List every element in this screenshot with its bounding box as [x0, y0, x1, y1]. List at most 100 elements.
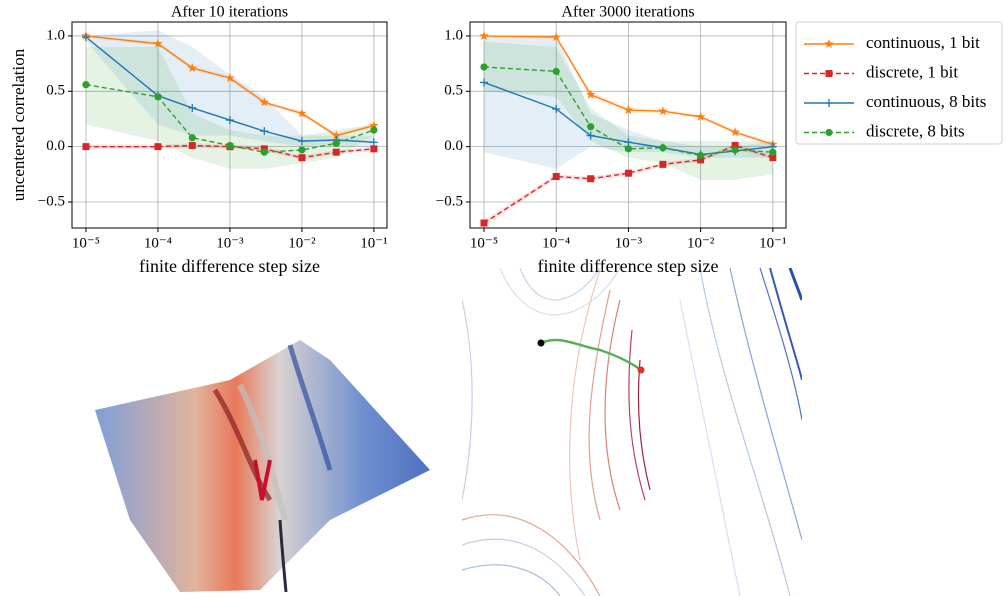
marker	[188, 142, 196, 150]
marker	[188, 134, 196, 142]
y-tick-label: 0.5	[444, 83, 463, 99]
series-line	[85, 35, 375, 137]
x-tick-label: 10⁻²	[288, 235, 316, 251]
y-tick-label: 1.0	[46, 27, 65, 43]
plot-area	[470, 22, 786, 228]
marker	[697, 151, 705, 160]
series-line	[483, 66, 773, 157]
marker	[659, 144, 667, 152]
marker	[480, 63, 488, 71]
marker	[225, 73, 235, 83]
y-tick-label: 0.5	[46, 83, 65, 99]
marker	[587, 175, 595, 183]
chart-title: After 10 iterations	[171, 4, 288, 21]
loss-surface	[95, 340, 430, 593]
confidence-band	[484, 41, 773, 180]
marker	[695, 111, 706, 121]
x-tick-label: 10⁻¹	[360, 235, 387, 251]
y-tick-label: 0.0	[46, 138, 65, 154]
y-tick-label: −0.5	[436, 193, 463, 209]
marker	[552, 173, 560, 181]
marker	[260, 148, 268, 156]
x-axis-label: finite difference step size	[139, 256, 320, 276]
x-tick-label: 10⁻⁵	[470, 235, 498, 251]
marker	[624, 169, 632, 177]
marker	[623, 105, 634, 115]
marker	[586, 131, 595, 140]
marker	[154, 143, 162, 151]
marker	[297, 137, 306, 146]
marker	[370, 145, 378, 153]
marker	[225, 116, 234, 125]
contour-plot	[462, 268, 802, 596]
x-tick-label: 10⁻⁵	[72, 235, 100, 251]
marker	[551, 32, 561, 42]
x-tick-label: 10⁻³	[615, 235, 643, 251]
marker	[731, 142, 739, 150]
marker	[369, 138, 378, 147]
plot-frame	[469, 21, 787, 229]
marker	[332, 148, 340, 156]
confidence-band	[85, 30, 374, 147]
marker	[624, 138, 633, 147]
marker	[81, 33, 90, 42]
x-tick-label: 10⁻⁴	[144, 235, 172, 251]
series-line	[85, 83, 375, 153]
marker	[825, 70, 833, 77]
x-tick-label: 10⁻³	[216, 235, 244, 251]
marker	[587, 123, 595, 131]
marker	[824, 39, 834, 49]
marker	[731, 146, 739, 154]
marker	[769, 154, 777, 162]
marker	[187, 63, 198, 73]
marker	[479, 30, 489, 40]
y-tick-label: 1.0	[444, 27, 463, 43]
marker	[697, 156, 705, 164]
marker	[552, 105, 561, 114]
y-tick-label: 0.0	[444, 138, 463, 154]
marker	[585, 89, 596, 99]
marker	[825, 99, 833, 107]
marker	[369, 120, 379, 130]
legend-label: discrete, 8 bits	[866, 121, 965, 140]
series-line	[483, 35, 774, 146]
series-line	[85, 144, 374, 159]
marker	[298, 146, 306, 154]
marker	[730, 127, 740, 137]
confidence-band	[484, 143, 773, 227]
marker	[298, 154, 306, 162]
marker	[479, 78, 488, 87]
plot-frame	[71, 21, 388, 229]
y-axis-label: uncentered correlation	[9, 48, 28, 201]
x-tick-label: 10⁻¹	[759, 235, 786, 251]
x-tick-label: 10⁻⁴	[542, 235, 570, 251]
marker	[188, 103, 197, 112]
marker	[82, 143, 90, 151]
marker	[259, 97, 270, 107]
marker	[331, 130, 342, 140]
marker	[260, 127, 269, 136]
marker	[659, 160, 667, 168]
marker	[153, 38, 163, 48]
x-tick-label: 10⁻²	[687, 235, 715, 251]
marker	[226, 141, 234, 150]
chart-title: After 3000 iterations	[561, 4, 694, 21]
legend-label: continuous, 1 bit	[866, 33, 980, 52]
marker	[480, 219, 488, 227]
legend-label: discrete, 1 bit	[866, 62, 958, 81]
confidence-band	[484, 35, 773, 147]
x-axis-label: finite difference step size	[537, 256, 718, 276]
series-line	[483, 81, 773, 156]
series-line	[85, 36, 374, 143]
marker	[332, 139, 340, 147]
plot-area	[72, 22, 387, 228]
marker	[769, 148, 777, 156]
y-tick-label: −0.5	[38, 193, 65, 209]
marker	[624, 145, 633, 153]
legend-label: continuous, 8 bits	[866, 92, 986, 111]
marker	[370, 126, 378, 134]
marker	[82, 81, 90, 89]
series-line	[483, 144, 774, 224]
